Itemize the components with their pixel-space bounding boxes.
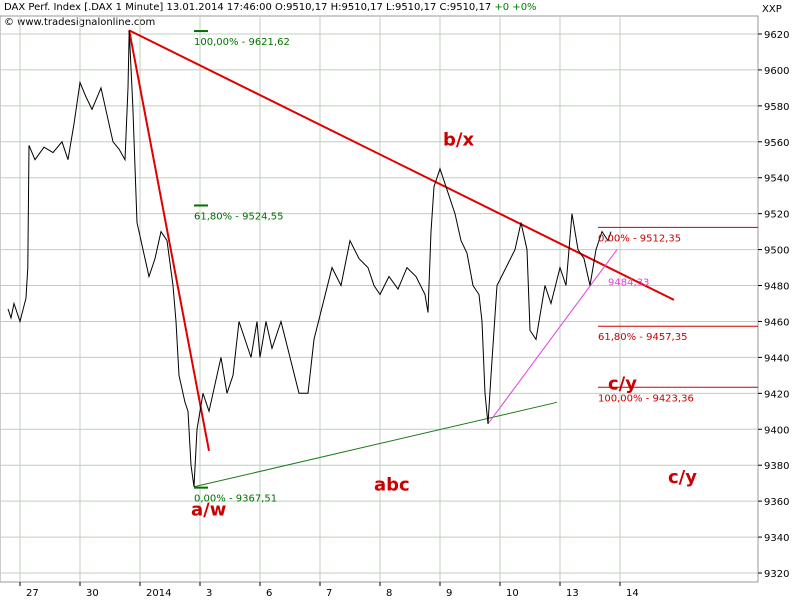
- fib-level-label: 0,00% - 9367,51: [194, 494, 277, 505]
- y-tick-label: 9580: [764, 102, 789, 113]
- plot-area-frame: [0, 15, 759, 583]
- y-tick-label: 9480: [764, 282, 789, 293]
- price-scale-label: XXP: [762, 4, 782, 15]
- red-trendline: [128, 29, 675, 301]
- y-tick-label: 9600: [764, 66, 789, 77]
- y-tick-label: 9380: [764, 461, 789, 472]
- wave-label: c/y: [668, 467, 697, 488]
- red-trendline: [128, 30, 210, 452]
- y-tick-label: 9500: [764, 246, 789, 257]
- fib-level-label: 0,00% - 9512,35: [598, 233, 681, 244]
- x-tick-label: 27: [26, 588, 39, 599]
- x-tick-label: 6: [266, 588, 272, 599]
- wave-label: a/w: [191, 500, 226, 521]
- y-tick-label: 9420: [764, 389, 789, 400]
- magenta-trendline: [487, 249, 618, 425]
- y-tick-label: 9520: [764, 210, 789, 221]
- instrument-title: DAX Perf. Index [.DAX 1 Minute]: [4, 2, 164, 13]
- x-tick-label: 8: [386, 588, 392, 599]
- y-tick-label: 9360: [764, 497, 789, 508]
- x-tick-label: 10: [506, 588, 519, 599]
- x-tick-label: 7: [326, 588, 332, 599]
- x-tick-label: 9: [446, 588, 452, 599]
- y-tick-label: 9540: [764, 174, 789, 185]
- y-tick-label: 9400: [764, 425, 789, 436]
- y-tick-label: 9620: [764, 30, 789, 41]
- fibonacci-levels: 100,00% - 9621,62 61,80% - 9524,55 0,00% -…: [194, 30, 758, 505]
- y-axis: 9320 9340 9360 9380 9400 9420 9440 9460 9480 9500…: [758, 30, 789, 580]
- fib-level-label: 100,00% - 9423,36: [598, 393, 694, 404]
- fib-level-label: 61,80% - 9524,55: [194, 211, 283, 222]
- fib-level-label: 61,80% - 9457,35: [598, 332, 687, 343]
- x-tick-label: 30: [86, 588, 99, 599]
- x-tick-label: 14: [626, 588, 639, 599]
- grid: [0, 16, 758, 582]
- chart-header: DAX Perf. Index [.DAX 1 Minute] 13.01.20…: [4, 2, 537, 13]
- y-tick-label: 9460: [764, 317, 789, 328]
- price-line: [7, 30, 612, 487]
- x-tick-label: 2014: [146, 588, 171, 599]
- x-axis: 27 30 2014 3 6 7 8 9 10 13 14: [19, 582, 639, 599]
- x-tick-label: 13: [566, 588, 579, 599]
- y-tick-label: 9320: [764, 569, 789, 580]
- y-tick-label: 9440: [764, 353, 789, 364]
- header-change: +0 +0%: [494, 2, 537, 13]
- y-tick-label: 9340: [764, 533, 789, 544]
- y-tick-label: 9560: [764, 138, 789, 149]
- header-ohlc: O:9510,17 H:9510,17 L:9510,17 C:9510,17: [275, 2, 492, 13]
- x-tick-label: 3: [206, 588, 212, 599]
- wave-label: abc: [374, 474, 410, 495]
- trendline-value-label: 9484,33: [608, 278, 649, 289]
- wave-label: c/y: [608, 374, 637, 395]
- header-datetime: 13.01.2014 17:46:00: [166, 2, 272, 13]
- price-series: [7, 30, 612, 487]
- wave-annotations: b/x a/w abc c/y c/y 9484,33: [191, 129, 697, 520]
- trendlines: [128, 29, 675, 488]
- wave-label: b/x: [443, 129, 474, 150]
- green-trendline: [193, 401, 558, 488]
- fib-level-label: 100,00% - 9621,62: [194, 37, 290, 48]
